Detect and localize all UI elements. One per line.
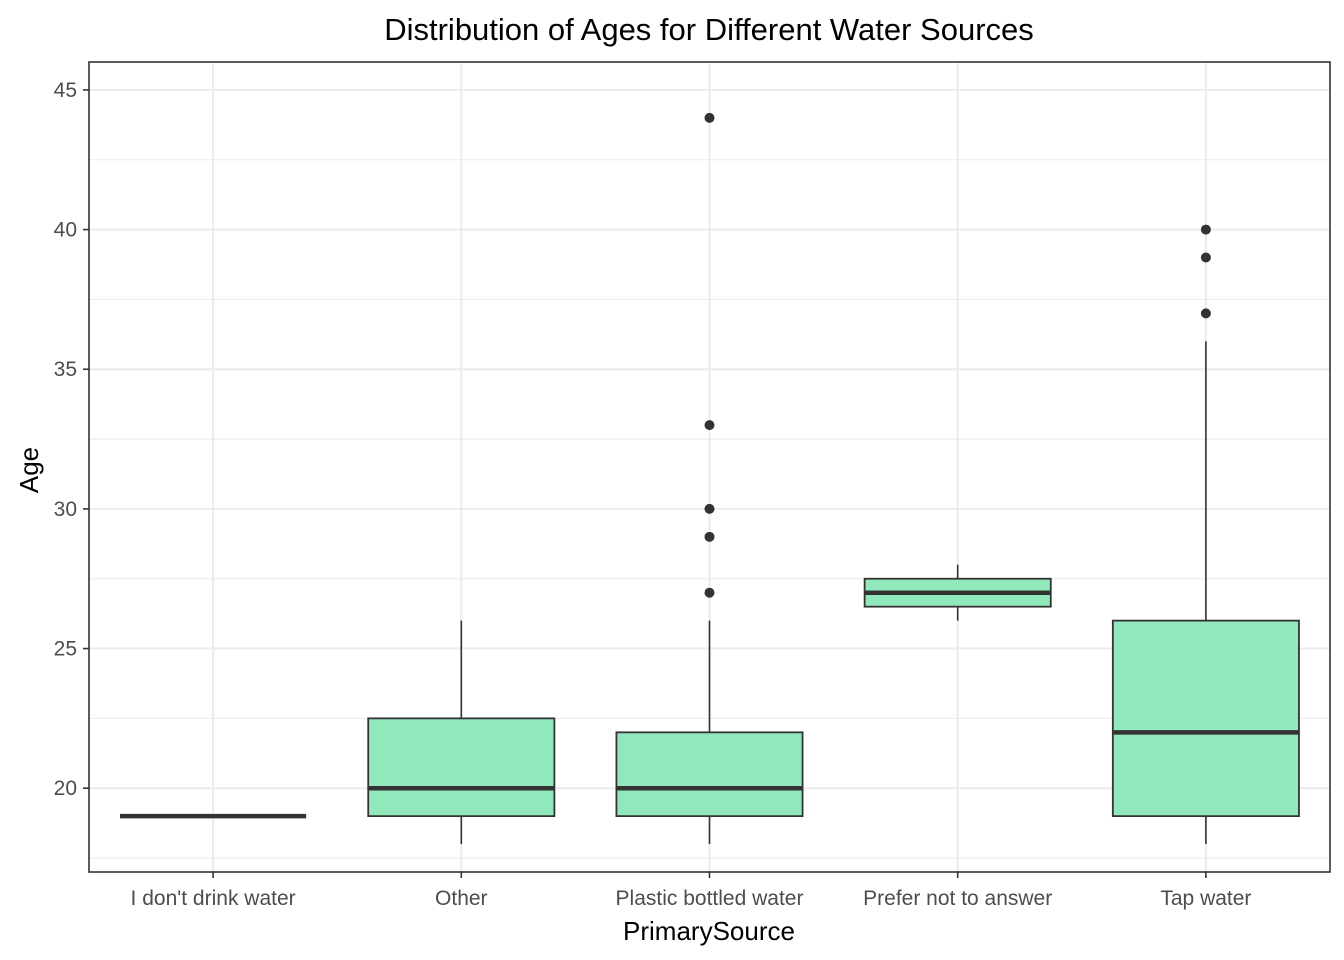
y-tick-label: 35 (54, 358, 77, 381)
box-layer (120, 112, 1300, 845)
y-tick-label: 25 (54, 638, 77, 661)
y-tick-label: 45 (54, 79, 77, 102)
x-tick-label: Plastic bottled water (616, 887, 804, 910)
axes: 20 25 30 35 40 45 I don't drink water Other Plas… (54, 79, 1252, 910)
outlier-point (1200, 308, 1211, 319)
x-tick-label: I don't drink water (131, 887, 296, 910)
outlier-point (704, 503, 715, 514)
box-2 (367, 620, 556, 845)
box-3 (615, 112, 804, 845)
box-4 (863, 564, 1052, 621)
x-tick-label: Other (435, 887, 488, 910)
outlier-point (704, 112, 715, 123)
y-axis-title: Age (14, 447, 44, 493)
box-body (1111, 619, 1300, 818)
y-tick-label: 30 (54, 498, 77, 521)
x-tick-label: Prefer not to answer (863, 887, 1052, 910)
grid-lines (89, 62, 1330, 872)
x-tick-label: Tap water (1160, 887, 1251, 910)
chart-title: Distribution of Ages for Different Water… (384, 12, 1034, 47)
outlier-point (1200, 224, 1211, 235)
y-tick-label: 40 (54, 219, 77, 242)
outlier-point (704, 420, 715, 431)
box-body (367, 717, 556, 818)
box-5 (1111, 224, 1300, 845)
outlier-point (1200, 252, 1211, 263)
y-tick-label: 20 (54, 777, 77, 800)
x-axis-title: PrimarySource (623, 916, 795, 946)
outlier-point (704, 531, 715, 542)
outlier-point (704, 587, 715, 598)
box-body (615, 731, 804, 818)
